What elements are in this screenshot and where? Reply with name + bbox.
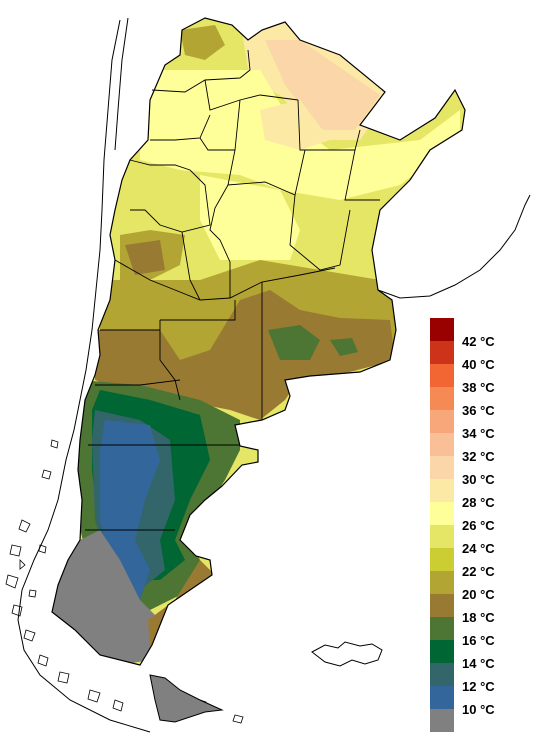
legend-swatch bbox=[430, 663, 454, 686]
legend-swatch bbox=[430, 525, 454, 548]
chile-coastline-inner bbox=[114, 17, 129, 151]
legend-swatch bbox=[430, 571, 454, 594]
legend-label: 18 °C bbox=[462, 610, 495, 625]
chile-coastline bbox=[17, 19, 151, 733]
legend-swatch bbox=[430, 341, 454, 364]
legend-swatch bbox=[430, 594, 454, 617]
legend-swatch bbox=[430, 640, 454, 663]
legend-label: 14 °C bbox=[462, 656, 495, 671]
legend-swatch bbox=[430, 709, 454, 732]
legend-label: 22 °C bbox=[462, 564, 495, 579]
legend-swatch bbox=[430, 433, 454, 456]
legend-label: 30 °C bbox=[462, 472, 495, 487]
legend-swatch bbox=[430, 364, 454, 387]
legend-swatch bbox=[430, 479, 454, 502]
legend-swatch bbox=[430, 410, 454, 433]
legend-label: 28 °C bbox=[462, 495, 495, 510]
legend-swatch bbox=[430, 387, 454, 410]
chile-archipelago bbox=[5, 439, 244, 724]
legend-label: 10 °C bbox=[462, 702, 495, 717]
legend-swatch bbox=[430, 548, 454, 571]
legend-label: 36 °C bbox=[462, 403, 495, 418]
legend-label: 20 °C bbox=[462, 587, 495, 602]
uruguay-coastline bbox=[377, 194, 531, 299]
legend-swatch bbox=[430, 456, 454, 479]
legend-swatch bbox=[430, 617, 454, 640]
legend-swatch bbox=[430, 318, 454, 341]
legend-label: 16 °C bbox=[462, 633, 495, 648]
tierra-del-fuego bbox=[149, 674, 224, 723]
legend-label: 26 °C bbox=[462, 518, 495, 533]
malvinas-islands bbox=[311, 641, 383, 667]
legend-label: 40 °C bbox=[462, 357, 495, 372]
legend-label: 32 °C bbox=[462, 449, 495, 464]
temperature-legend: 42 °C 40 °C 38 °C 36 °C 34 °C 32 °C 30 °C 28 °C… bbox=[430, 318, 495, 732]
legend-swatch bbox=[430, 502, 454, 525]
legend-label: 42 °C bbox=[462, 334, 495, 349]
legend-label: 24 °C bbox=[462, 541, 495, 556]
legend-label: 38 °C bbox=[462, 380, 495, 395]
province-borders bbox=[85, 49, 380, 531]
legend-label: 34 °C bbox=[462, 426, 495, 441]
legend-swatch bbox=[430, 686, 454, 709]
legend-label: 12 °C bbox=[462, 679, 495, 694]
